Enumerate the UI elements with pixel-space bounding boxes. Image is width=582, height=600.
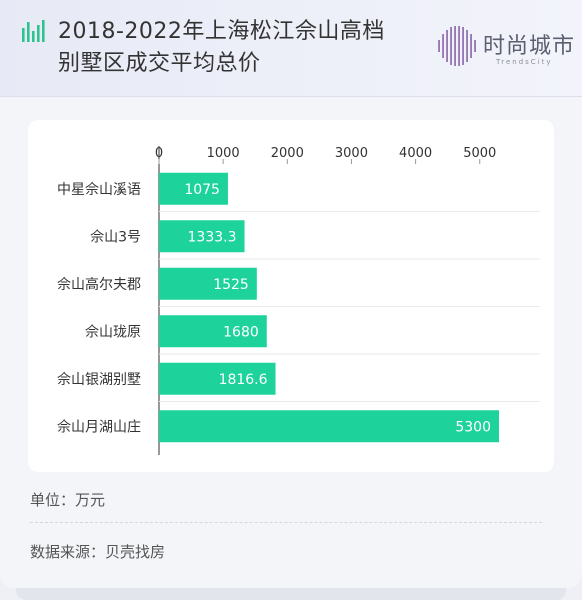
- category-label: 中星佘山溪语: [57, 181, 141, 198]
- category-label: 佘山3号: [90, 228, 141, 245]
- bar: [159, 220, 245, 253]
- category-label: 佘山月湖山庄: [57, 418, 141, 435]
- bar: [159, 172, 228, 205]
- header: 2018-2022年上海松江佘山高档 别墅区成交平均总价: [0, 0, 582, 97]
- bar-value-label: 1816.6: [219, 372, 268, 388]
- source-note: 数据来源：贝壳找房: [30, 541, 165, 562]
- bar: [159, 267, 257, 300]
- unit-colon: ：: [60, 491, 76, 509]
- bar: [159, 315, 267, 348]
- title-line-1: 2018-2022年上海松江佘山高档: [58, 19, 385, 44]
- x-tick-label: 4000: [399, 146, 432, 161]
- bar-value-label: 1680: [223, 324, 259, 340]
- chart-title: 2018-2022年上海松江佘山高档 别墅区成交平均总价: [58, 16, 418, 80]
- chart-panel: 0 1000 2000 3000 4000 5000 中星佘山溪语 1075 佘山3号 1333.…: [28, 120, 554, 472]
- unit-value: 万元: [75, 491, 106, 509]
- card-shadow-strip: [16, 588, 566, 600]
- bar-value-label: 1525: [213, 277, 249, 293]
- bar-value-label: 5300: [455, 419, 491, 435]
- source-colon: ：: [90, 543, 106, 561]
- x-tick-label: 2000: [271, 146, 304, 161]
- bar-value-label: 1333.3: [188, 229, 237, 245]
- bar-value-label: 1075: [184, 182, 220, 198]
- logo-text: 时尚城市: [483, 34, 576, 59]
- category-label: 佘山银湖别墅: [57, 371, 141, 388]
- category-label: 佘山珑原: [85, 323, 141, 340]
- logo-mark-icon: [438, 26, 476, 66]
- bar-chart: 0 1000 2000 3000 4000 5000 中星佘山溪语 1075 佘山3号 1333.…: [57, 146, 540, 455]
- unit-note: 单位：万元: [30, 489, 105, 510]
- source-label: 数据来源: [30, 543, 91, 561]
- x-tick-label: 1000: [207, 146, 240, 161]
- bar: [159, 410, 499, 443]
- x-tick-label: 0: [155, 146, 163, 161]
- category-label: 佘山高尔夫郡: [57, 276, 141, 293]
- bar-chart-icon: [22, 20, 45, 42]
- unit-label: 单位: [30, 491, 61, 509]
- logo-subtext: TrendsCity: [496, 58, 553, 66]
- divider: [30, 522, 542, 523]
- x-tick-label: 5000: [463, 146, 496, 161]
- source-value: 贝壳找房: [105, 543, 166, 561]
- brand-logo: 时尚城市 TrendsCity: [436, 24, 574, 76]
- title-line-2: 别墅区成交平均总价: [58, 51, 261, 76]
- bar: [159, 362, 276, 395]
- x-tick-label: 3000: [335, 146, 368, 161]
